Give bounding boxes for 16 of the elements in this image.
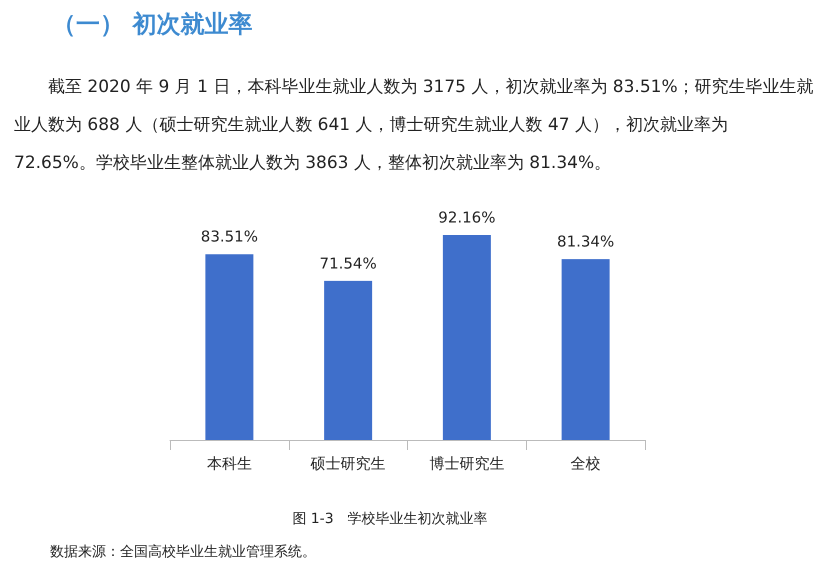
chart-title: （一） 初次就业率 xyxy=(52,9,252,40)
bar xyxy=(442,235,491,440)
source-note: 数据来源：全国高校毕业生就业管理系统。 xyxy=(50,543,316,561)
data-label: 81.34% xyxy=(557,232,614,251)
data-label: 71.54% xyxy=(320,254,377,272)
bar xyxy=(205,254,254,440)
x-tick-label: 本科生 xyxy=(206,454,252,472)
bar xyxy=(324,280,372,440)
x-tick-label: 全校 xyxy=(570,454,601,472)
chart-subtitle: 截至 2020 年 9 月 1 日，本科毕业生就业人数为 3175 人，初次就业率为 83.51%；研究生毕业生就业人数为 688 人（硕士研究生就业人数 641 人，博士研究生就业人数 47 人），初次就业率为 72.65%。学校毕业生整体就业人数为 3863 人，整体初次就业率为 81.34%。 xyxy=(14,76,814,175)
data-label: 83.51% xyxy=(200,228,258,246)
data-label: 92.16% xyxy=(438,208,496,226)
bar xyxy=(562,259,610,440)
x-tick-label: 博士研究生 xyxy=(429,454,504,472)
caption: 图 1-3 学校毕业生初次就业率 xyxy=(291,510,489,528)
x-tick-label: 硕士研究生 xyxy=(310,454,386,472)
